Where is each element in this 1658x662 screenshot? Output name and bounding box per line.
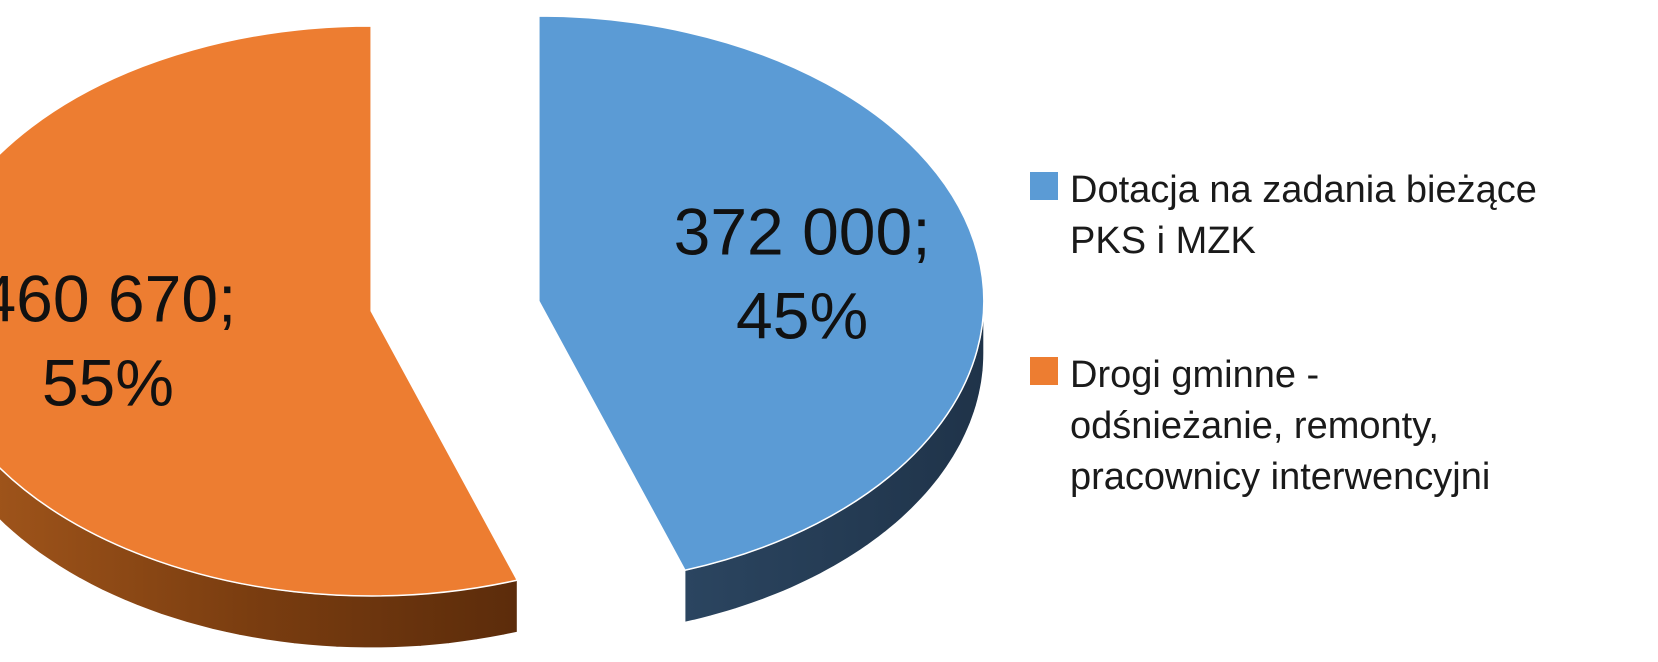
chart-legend: Dotacja na zadania bieżące PKS i MZK Drogi… <box>1030 169 1537 498</box>
slice-percent-label-1: 45% <box>736 279 868 353</box>
slice-value-label-2: 460 670; <box>0 261 236 335</box>
legend-swatch-2 <box>1030 357 1058 385</box>
pie-slice-1 <box>538 15 985 572</box>
slice-percent-label-2: 55% <box>42 345 174 419</box>
legend-label-2-line-3: pracownicy interwencyjni <box>1070 456 1490 498</box>
slice-value-label-1: 372 000; <box>674 195 931 269</box>
legend-label-1-line-1: Dotacja na zadania bieżące <box>1070 169 1537 211</box>
pie-data-labels: 372 000; 45% 460 670; 55% <box>0 195 931 420</box>
legend-swatch-1 <box>1030 172 1058 200</box>
legend-label-1-line-2: PKS i MZK <box>1070 220 1256 262</box>
legend-label-2-line-1: Drogi gminne - <box>1070 354 1319 396</box>
pie-slice-2 <box>0 25 519 597</box>
pie-slices <box>0 15 985 649</box>
legend-label-2-line-2: odśnieżanie, remonty, <box>1070 405 1439 447</box>
